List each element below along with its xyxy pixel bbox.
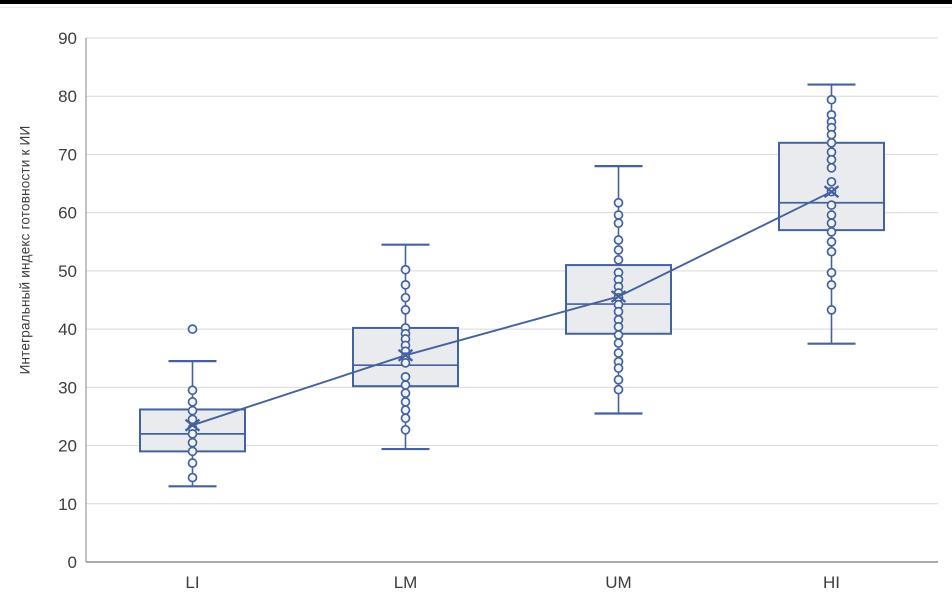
x-category-label-LM: LM [394, 573, 418, 592]
data-point-LM [400, 413, 411, 424]
data-point-LI [187, 472, 198, 483]
data-point-LI [187, 437, 198, 448]
y-tick-label-0: 0 [68, 553, 77, 572]
data-point-HI [826, 154, 837, 165]
top-hairline [0, 7, 952, 8]
data-point-UM [613, 374, 624, 385]
y-tick-label-50: 50 [58, 262, 77, 281]
y-tick-label-90: 90 [58, 29, 77, 48]
data-point-HI [826, 200, 837, 210]
data-point-UM [613, 348, 624, 358]
data-point-LM [400, 397, 411, 407]
data-point-LM [400, 264, 411, 275]
y-tick-label-80: 80 [58, 87, 77, 106]
data-point-HI [826, 305, 837, 315]
x-category-label-LI: LI [185, 573, 199, 592]
data-point-UM [613, 235, 624, 245]
data-point-LI [187, 405, 198, 416]
top-border-bar [0, 0, 952, 4]
data-point-HI [826, 218, 837, 228]
data-point-HI [826, 210, 837, 220]
data-point-HI [826, 236, 837, 247]
data-point-LM [400, 380, 411, 390]
data-point-LI [187, 385, 198, 396]
x-category-label-HI: HI [823, 573, 840, 592]
data-point-HI [826, 129, 837, 140]
data-point-UM [613, 210, 624, 220]
data-point-LM [400, 405, 411, 415]
data-point-HI [826, 137, 837, 148]
data-point-HI [826, 280, 837, 290]
y-tick-label-20: 20 [58, 437, 77, 456]
data-point-LM [400, 372, 411, 382]
data-point-UM [613, 330, 624, 340]
data-point-HI [826, 246, 837, 257]
data-point-HI [826, 94, 837, 105]
y-tick-label-60: 60 [58, 204, 77, 223]
data-point-HI [826, 227, 837, 237]
data-point-UM [613, 321, 624, 332]
y-tick-label-10: 10 [58, 495, 77, 514]
data-point-UM [613, 254, 624, 265]
data-point-LM [400, 280, 411, 290]
y-tick-label-70: 70 [58, 145, 77, 164]
mean-marker-LM [397, 348, 414, 362]
data-point-UM [613, 218, 624, 228]
data-point-LM [400, 424, 411, 435]
data-point-LM [400, 292, 411, 303]
data-point-LM [400, 305, 411, 315]
y-axis-title: Интегральный индекс готовности к ИИ [17, 125, 33, 375]
data-point-UM [613, 338, 624, 348]
data-point-HI [826, 176, 837, 187]
mean-trend-line [192, 190, 832, 427]
data-point-UM [613, 363, 624, 373]
mean-marker-UM [610, 290, 627, 303]
data-point-LI [187, 429, 198, 439]
data-point-UM [613, 197, 624, 208]
data-point-HI [826, 162, 837, 173]
data-point-HI [826, 267, 837, 278]
y-tick-label-30: 30 [58, 378, 77, 397]
mean-marker-HI [823, 185, 840, 199]
data-point-LI [187, 324, 198, 334]
x-category-label-UM: UM [605, 573, 631, 592]
data-point-UM [613, 306, 624, 317]
data-point-UM [613, 384, 624, 395]
data-point-LI [187, 458, 198, 468]
data-point-UM [613, 245, 624, 255]
data-point-LM [400, 358, 411, 368]
mean-marker-LI [184, 418, 201, 432]
data-point-LI [187, 446, 198, 457]
data-point-LM [400, 388, 411, 399]
data-point-LI [187, 397, 198, 407]
y-tick-label-40: 40 [58, 320, 77, 339]
